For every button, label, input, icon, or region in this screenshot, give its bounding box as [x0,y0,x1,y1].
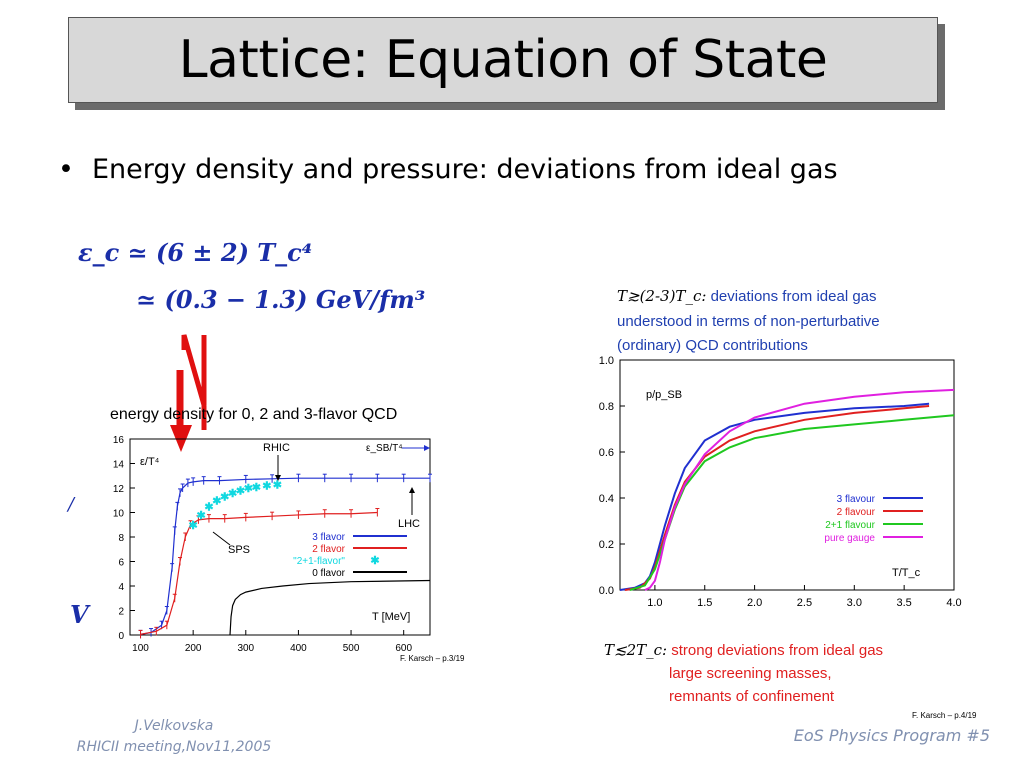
series-line [140,511,378,635]
series-point: ✱ [196,510,205,522]
y-tick-label: 0.2 [599,539,614,551]
x-tick-label: 500 [343,643,360,654]
sps-pointer [212,531,231,546]
series-point: ✱ [228,488,237,500]
y-tick-label: 0.4 [599,493,614,505]
legend-label: 0 flavor [312,568,345,579]
y-tick-label: 6 [118,558,124,569]
note-bottom-line3: remnants of confinement [669,688,835,705]
y-axis-label: ε/T⁴ [140,456,160,468]
x-tick-label: 200 [185,643,202,654]
annotation-sps: SPS [228,544,250,556]
annotation-rhic: RHIC [263,442,290,454]
series-point: ✱ [252,482,261,494]
equation-energy-range: ≃ (0.3 − 1.3) GeV/fm³ [136,285,426,314]
note-top-line2: understood in terms of non-perturbative [617,313,880,330]
series-point: ✱ [220,492,229,504]
side-letter-v: V [70,600,89,629]
pressure-chart: 0.0 0.2 0.4 0.6 0.8 1.0 1.0 1.5 2.0 2.5 3.0 3.5 4.0… [599,355,962,609]
footer-author-block: J.Velkovska RHICII meeting,Nov11,2005 [64,716,284,758]
x-axis-label: T/T_c [892,567,921,579]
title-box: Lattice: Equation of State [68,17,938,103]
y-tick-label: 0 [118,631,124,642]
y-tick-label: 1.0 [599,355,614,367]
series-point: ✱ [244,483,253,495]
x-tick-label: 2.0 [747,597,762,609]
plot-frame [619,359,955,591]
legend-label: 2 flavor [312,544,345,555]
y-tick-label: 10 [113,509,125,520]
x-tick-label: 100 [132,643,149,654]
legend: 3 flavour 2 flavour 2+1 flavour pure gauge [824,494,923,544]
note-bottom-math: T≲2T_c: [604,641,668,659]
equation-energy-density: ε_c ≃ (6 ± 2) T_c⁴ [78,238,313,267]
chart-title: energy density for 0, 2 and 3-flavor QCD [110,406,397,423]
y-tick-label: 8 [118,533,124,544]
side-tick-mark: / [68,494,75,515]
x-tick-label: 1.5 [697,597,712,609]
x-tick-label: 4.0 [946,597,961,609]
x-tick-label: 3.0 [847,597,862,609]
x-tick-label: 1.0 [647,597,662,609]
footer-meeting: RHICII meeting,Nov11,2005 [76,739,272,755]
annotation-lhc: LHC [398,518,420,530]
footer-program: EoS Physics Program #5 [793,726,990,745]
x-tick-label: 400 [290,643,307,654]
legend-label: 2 flavour [837,507,876,518]
y-tick-label: 0.8 [599,401,614,413]
sb-arrowhead [424,445,430,451]
bullet-item: • Energy density and pressure: deviations… [58,154,838,185]
y-tick-label: 2 [118,607,124,618]
note-bottom-line1: T≲2T_c: strong deviations from ideal gas [604,641,883,659]
x-axis-label: T [MeV] [372,611,410,623]
legend-label: 3 flavour [837,494,876,505]
bullet-dot: • [58,154,74,185]
series-point: ✱ [189,520,198,532]
chart-credit: F. Karsch – p.3/19 [400,654,465,663]
y-tick-label: 0.0 [599,585,614,597]
x-tick-label: 3.5 [897,597,912,609]
series-point: ✱ [212,495,221,507]
y-tick-label: 16 [113,435,125,446]
x-tick-label: 600 [395,643,412,654]
series-point: ✱ [273,479,282,491]
y-tick-label: 12 [113,484,125,495]
note-top-text: deviations from ideal gas [710,288,877,305]
note-top-line3: (ordinary) QCD contributions [617,337,808,354]
x-tick-label: 2.5 [797,597,812,609]
legend-label: pure gauge [824,533,875,544]
slide-title: Lattice: Equation of State [178,30,828,90]
right-chart-credit: F. Karsch – p.4/19 [912,711,977,720]
legend-label: 2+1 flavour [825,520,875,531]
series-line [644,388,955,591]
footer-author: J.Velkovska [134,718,214,734]
note-top-math: T≳(2-3)T_c: [617,287,707,305]
note-bottom-text: strong deviations from ideal gas [671,642,884,659]
energy-density-chart: energy density for 0, 2 and 3-flavor QCD… [110,406,465,663]
rhic-arrowhead [275,475,281,481]
y-tick-label: 14 [113,460,125,471]
bullet-text: Energy density and pressure: deviations … [92,154,838,185]
series-line [229,579,431,636]
legend-swatch: ✱ [370,555,379,567]
lhc-arrowhead [409,487,415,493]
y-tick-label: 4 [118,582,124,593]
series-line [629,414,955,591]
series-point: ✱ [204,501,213,513]
annotation-sb: ε_SB/T⁴ [366,443,403,454]
note-top-line1: T≳(2-3)T_c: deviations from ideal gas [617,287,877,305]
note-bottom-line2: large screening masses, [669,665,832,682]
y-tick-label: 0.6 [599,447,614,459]
legend-label: "2+1-flavor" [293,556,345,567]
legend-label: 3 flavor [312,532,345,543]
series-point: ✱ [262,481,271,493]
series-line [619,402,930,591]
y-axis-label: p/p_SB [646,389,682,401]
x-tick-label: 300 [237,643,254,654]
series-point: ✱ [236,485,245,497]
